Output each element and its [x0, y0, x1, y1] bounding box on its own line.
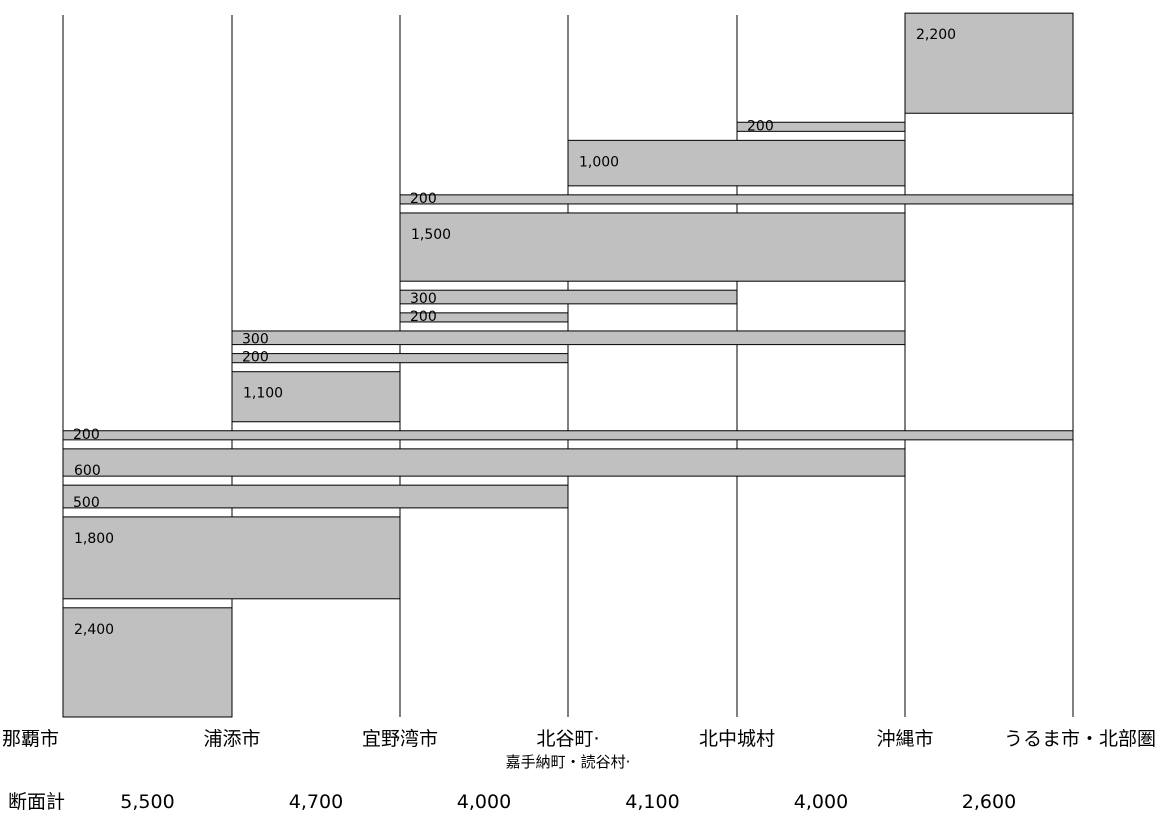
city-label-4: 北中城村: [699, 728, 775, 750]
flow-bar: [231, 330, 906, 346]
flow-bar-label: 300: [242, 332, 269, 348]
flow-bar: [62, 430, 1074, 441]
flow-bar: [399, 194, 1074, 205]
flow-bar-label: 200: [73, 427, 100, 443]
flow-bar-labels: 2,400 1,800 500 600 200 1,100 200 300 200 300 1,50…: [73, 27, 956, 638]
flow-bar: [399, 289, 738, 305]
section-total-value: 5,500: [120, 791, 174, 813]
flow-bar: [62, 516, 401, 600]
flow-bar: [904, 12, 1074, 114]
city-divider-lines: [62, 15, 1074, 717]
flow-bar-label: 300: [410, 291, 437, 307]
city-label-0: 那覇市: [2, 728, 59, 750]
city-label-6: うるま市・北部圏: [1004, 728, 1156, 750]
flow-bar-label: 1,100: [243, 386, 283, 402]
flow-bar-label: 200: [242, 350, 269, 366]
flow-bar-label: 200: [410, 309, 437, 325]
flow-bar: [62, 448, 906, 477]
city-label-1: 浦添市: [203, 728, 260, 750]
flow-bar: [231, 353, 569, 364]
flow-bar: [399, 312, 569, 323]
city-label-3: 嘉手納町・読谷村·: [506, 753, 631, 771]
section-total-value: 4,000: [457, 791, 511, 813]
flow-bar: [399, 212, 906, 282]
flow-bar: [62, 484, 569, 509]
flow-bar-label: 1,000: [579, 154, 619, 170]
flow-bar-label: 1,500: [411, 227, 451, 243]
flow-bar: [62, 607, 233, 718]
flow-bar: [736, 121, 906, 132]
flow-bar-label: 1,800: [74, 531, 114, 547]
section-totals-heading: 断面計: [8, 791, 65, 813]
flow-bar-label: 2,200: [916, 27, 956, 43]
section-total-value: 4,000: [794, 791, 848, 813]
section-total-value: 4,100: [625, 791, 679, 813]
flow-bar-label: 2,400: [74, 622, 114, 638]
section-total-value: 2,600: [962, 791, 1016, 813]
city-label-3: 北谷町·: [536, 728, 599, 750]
flow-bar: [567, 139, 906, 187]
flow-bars: [62, 12, 1074, 718]
flow-bar-label: 200: [747, 118, 774, 134]
city-axis-labels: 那覇市 浦添市 宜野湾市 北谷町· 嘉手納町・読谷村· 北中城村 沖縄市 うるま市・北部圏: [2, 728, 1156, 771]
flow-bar-label: 500: [73, 495, 100, 511]
section-total-value: 4,700: [289, 791, 343, 813]
city-label-2: 宜野湾市: [362, 728, 438, 750]
section-totals-row: 断面計 5,500 4,700 4,000 4,100 4,000 2,600: [8, 791, 1016, 813]
flow-bar-label: 600: [74, 463, 101, 479]
flow-bar-label: 200: [410, 191, 437, 207]
city-label-5: 沖縄市: [876, 728, 933, 750]
flow-bar: [231, 371, 401, 423]
